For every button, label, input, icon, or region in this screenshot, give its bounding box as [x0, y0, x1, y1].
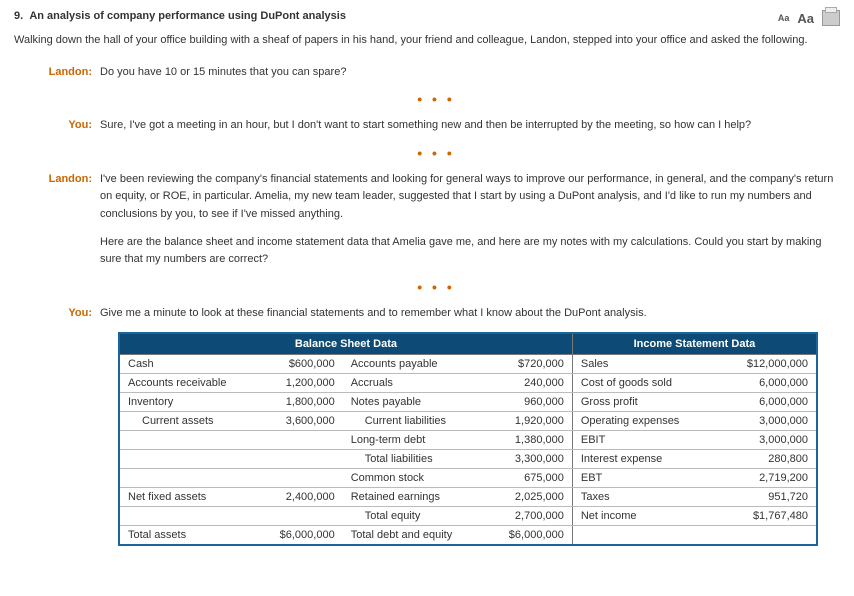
assets-value: $6,000,000: [252, 526, 342, 545]
assets-value: [252, 469, 342, 488]
separator-dots: • • •: [32, 145, 840, 161]
table-header-is: Income Statement Data: [572, 334, 816, 355]
liab-value: 2,025,000: [482, 488, 572, 507]
dialogue-row: Landon: I've been reviewing the company'…: [32, 171, 840, 269]
assets-value: [252, 450, 342, 469]
intro-paragraph: Walking down the hall of your office bui…: [14, 32, 840, 50]
question-text: An analysis of company performance using…: [29, 10, 346, 22]
assets-label: Accounts receivable: [120, 374, 252, 393]
income-value: 6,000,000: [705, 393, 816, 412]
speaker-label: Landon:: [32, 64, 100, 82]
speech-text: Give me a minute to look at these financ…: [100, 305, 840, 323]
income-label: EBIT: [572, 431, 704, 450]
liab-label: Notes payable: [343, 393, 482, 412]
assets-label: Cash: [120, 355, 252, 374]
income-value: 6,000,000: [705, 374, 816, 393]
dialogue-row: Landon: Do you have 10 or 15 minutes tha…: [32, 64, 840, 82]
speech-text: Do you have 10 or 15 minutes that you ca…: [100, 64, 840, 82]
liab-value: 240,000: [482, 374, 572, 393]
assets-label: [120, 450, 252, 469]
assets-value: 1,200,000: [252, 374, 342, 393]
dialogue: Landon: Do you have 10 or 15 minutes tha…: [32, 64, 840, 547]
liab-value: 675,000: [482, 469, 572, 488]
speaker-label: You:: [32, 305, 100, 323]
question-number: 9.: [14, 10, 23, 22]
liab-label: Common stock: [343, 469, 482, 488]
table-header-bs: Balance Sheet Data: [120, 334, 572, 355]
assets-label: [120, 507, 252, 526]
liab-value: 2,700,000: [482, 507, 572, 526]
income-label: Gross profit: [572, 393, 704, 412]
income-value: 3,000,000: [705, 431, 816, 450]
separator-dots: • • •: [32, 279, 840, 295]
assets-label: [120, 469, 252, 488]
liab-label: Total debt and equity: [343, 526, 482, 545]
font-decrease-icon[interactable]: Aa: [778, 13, 790, 23]
speech-para: I've been reviewing the company's financ…: [100, 171, 840, 224]
income-value: 3,000,000: [705, 412, 816, 431]
income-value: $1,767,480: [705, 507, 816, 526]
assets-value: $600,000: [252, 355, 342, 374]
liab-value: $720,000: [482, 355, 572, 374]
assets-label: [120, 431, 252, 450]
tools: Aa Aa: [778, 10, 840, 26]
assets-label: Net fixed assets: [120, 488, 252, 507]
income-value: 2,719,200: [705, 469, 816, 488]
income-label: Cost of goods sold: [572, 374, 704, 393]
income-value: 951,720: [705, 488, 816, 507]
liab-label: Long-term debt: [343, 431, 482, 450]
liab-value: 960,000: [482, 393, 572, 412]
liab-label: Current liabilities: [343, 412, 482, 431]
income-label: EBT: [572, 469, 704, 488]
assets-value: [252, 431, 342, 450]
liab-label: Total equity: [343, 507, 482, 526]
font-increase-icon[interactable]: Aa: [797, 11, 814, 26]
print-icon[interactable]: [822, 10, 840, 26]
assets-value: 1,800,000: [252, 393, 342, 412]
income-value: 280,800: [705, 450, 816, 469]
income-label: Operating expenses: [572, 412, 704, 431]
income-label: [572, 526, 704, 545]
liab-value: 1,920,000: [482, 412, 572, 431]
liab-label: Retained earnings: [343, 488, 482, 507]
question-title: 9. An analysis of company performance us…: [14, 10, 346, 22]
speaker-label: You:: [32, 117, 100, 135]
income-label: Taxes: [572, 488, 704, 507]
speech-para: Here are the balance sheet and income st…: [100, 234, 840, 269]
speech-text: Sure, I've got a meeting in an hour, but…: [100, 117, 840, 135]
assets-label: Inventory: [120, 393, 252, 412]
liab-value: $6,000,000: [482, 526, 572, 545]
assets-label: Current assets: [120, 412, 252, 431]
income-label: Interest expense: [572, 450, 704, 469]
assets-value: [252, 507, 342, 526]
liab-label: Total liabilities: [343, 450, 482, 469]
liab-value: 3,300,000: [482, 450, 572, 469]
speech-text: I've been reviewing the company's financ…: [100, 171, 840, 269]
income-value: $12,000,000: [705, 355, 816, 374]
liab-label: Accruals: [343, 374, 482, 393]
financial-table-container: Balance Sheet Data Income Statement Data…: [118, 332, 818, 546]
income-label: Sales: [572, 355, 704, 374]
speaker-label: Landon:: [32, 171, 100, 269]
liab-label: Accounts payable: [343, 355, 482, 374]
financial-table: Balance Sheet Data Income Statement Data…: [120, 334, 816, 544]
assets-value: 2,400,000: [252, 488, 342, 507]
income-label: Net income: [572, 507, 704, 526]
assets-value: 3,600,000: [252, 412, 342, 431]
assets-label: Total assets: [120, 526, 252, 545]
liab-value: 1,380,000: [482, 431, 572, 450]
dialogue-row: You: Give me a minute to look at these f…: [32, 305, 840, 323]
income-value: [705, 526, 816, 545]
separator-dots: • • •: [32, 91, 840, 107]
dialogue-row: You: Sure, I've got a meeting in an hour…: [32, 117, 840, 135]
